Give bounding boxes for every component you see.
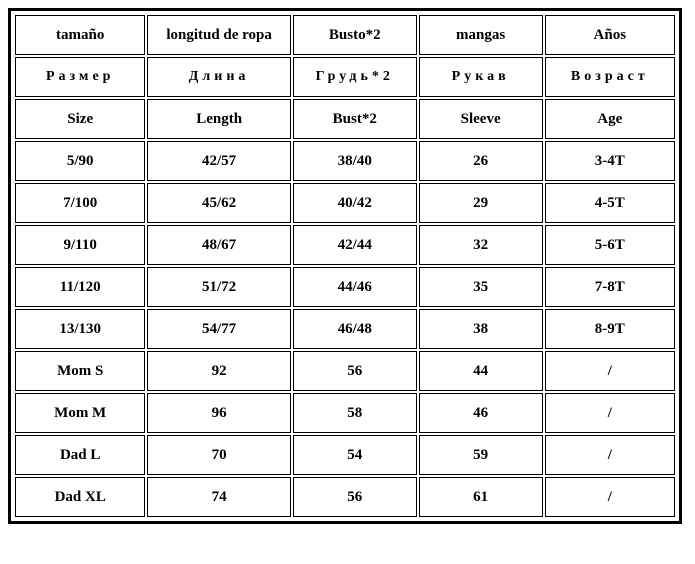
header-en-cell: Bust*2 (293, 99, 417, 139)
table-row-cell: 7/100 (15, 183, 145, 223)
table-row-cell: 70 (147, 435, 290, 475)
table-row: Mom S925644/ (15, 351, 675, 391)
table-row-cell: 51/72 (147, 267, 290, 307)
size-chart-table: tamañolongitud de ropaBusto*2mangasAñosР… (13, 13, 677, 519)
header-en-cell: Sleeve (419, 99, 543, 139)
table-row-cell: 92 (147, 351, 290, 391)
table-row: 11/12051/7244/46357-8T (15, 267, 675, 307)
table-row-cell: 58 (293, 393, 417, 433)
table-row-cell: 38 (419, 309, 543, 349)
header-es-cell: Busto*2 (293, 15, 417, 55)
table-row-cell: / (545, 351, 675, 391)
table-row: 7/10045/6240/42294-5T (15, 183, 675, 223)
table-row-cell: 29 (419, 183, 543, 223)
table-row-cell: 42/57 (147, 141, 290, 181)
table-row-cell: Mom S (15, 351, 145, 391)
table-row-cell: 5/90 (15, 141, 145, 181)
table-row-cell: 56 (293, 351, 417, 391)
header-ru: РазмерДлинаГрудь*2РукавВозраст (15, 57, 675, 97)
table-row: 9/11048/6742/44325-6T (15, 225, 675, 265)
header-en-cell: Length (147, 99, 290, 139)
header-es-cell: mangas (419, 15, 543, 55)
table-row-cell: 5-6T (545, 225, 675, 265)
table-row-cell: 61 (419, 477, 543, 517)
table-row-cell: 38/40 (293, 141, 417, 181)
header-ru-cell: Грудь*2 (293, 57, 417, 97)
table-row: Dad XL745661/ (15, 477, 675, 517)
table-row-cell: 54 (293, 435, 417, 475)
table-row-cell: / (545, 477, 675, 517)
table-row: Dad L705459/ (15, 435, 675, 475)
header-es-cell: Años (545, 15, 675, 55)
table-row-cell: / (545, 435, 675, 475)
header-en-cell: Size (15, 99, 145, 139)
table-row-cell: Mom M (15, 393, 145, 433)
header-en: SizeLengthBust*2SleeveAge (15, 99, 675, 139)
table-row-cell: 54/77 (147, 309, 290, 349)
header-es-cell: longitud de ropa (147, 15, 290, 55)
table-row-cell: 44/46 (293, 267, 417, 307)
header-en-cell: Age (545, 99, 675, 139)
table-row-cell: 56 (293, 477, 417, 517)
table-row-cell: 40/42 (293, 183, 417, 223)
header-ru-cell: Рукав (419, 57, 543, 97)
table-row-cell: 46 (419, 393, 543, 433)
table-row-cell: 3-4T (545, 141, 675, 181)
table-row-cell: 26 (419, 141, 543, 181)
table-row-cell: 45/62 (147, 183, 290, 223)
table-row-cell: / (545, 393, 675, 433)
table-row-cell: 48/67 (147, 225, 290, 265)
table-row-cell: 74 (147, 477, 290, 517)
table-row-cell: 32 (419, 225, 543, 265)
table-row-cell: 96 (147, 393, 290, 433)
table-row: Mom M965846/ (15, 393, 675, 433)
table-row-cell: 7-8T (545, 267, 675, 307)
header-ru-cell: Длина (147, 57, 290, 97)
size-chart-container: tamañolongitud de ropaBusto*2mangasAñosР… (8, 8, 682, 524)
table-row-cell: 11/120 (15, 267, 145, 307)
table-row-cell: 8-9T (545, 309, 675, 349)
table-row-cell: 46/48 (293, 309, 417, 349)
table-row-cell: 4-5T (545, 183, 675, 223)
table-row-cell: Dad XL (15, 477, 145, 517)
table-row-cell: 59 (419, 435, 543, 475)
table-row-cell: 13/130 (15, 309, 145, 349)
table-row-cell: 35 (419, 267, 543, 307)
header-es-cell: tamaño (15, 15, 145, 55)
header-ru-cell: Возраст (545, 57, 675, 97)
table-row: 13/13054/7746/48388-9T (15, 309, 675, 349)
table-row: 5/9042/5738/40263-4T (15, 141, 675, 181)
table-row-cell: 42/44 (293, 225, 417, 265)
header-ru-cell: Размер (15, 57, 145, 97)
table-row-cell: 44 (419, 351, 543, 391)
header-es: tamañolongitud de ropaBusto*2mangasAños (15, 15, 675, 55)
table-row-cell: 9/110 (15, 225, 145, 265)
table-row-cell: Dad L (15, 435, 145, 475)
